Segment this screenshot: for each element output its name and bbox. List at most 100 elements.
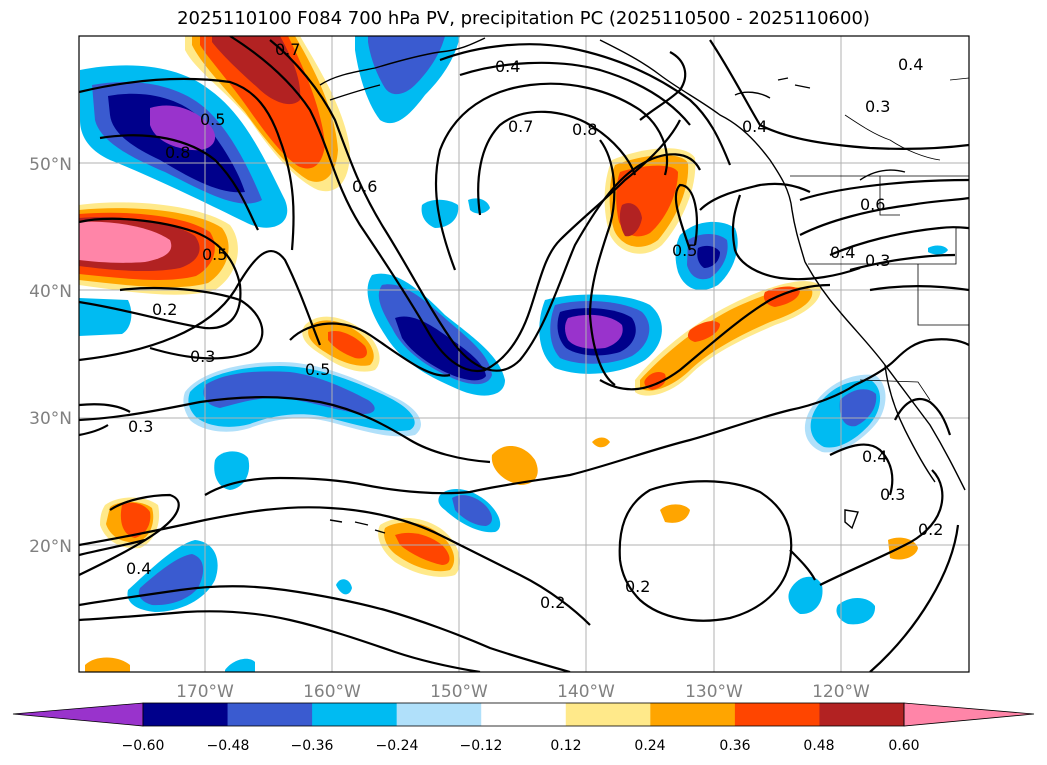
- contour-label: 0.4: [830, 243, 855, 262]
- pv-contour: [229, 36, 681, 373]
- contour-label: 0.2: [625, 577, 650, 596]
- lon-label-120w: 120°W: [812, 682, 870, 702]
- lon-label-150w: 150°W: [430, 682, 488, 702]
- contour-label: 0.5: [200, 110, 225, 129]
- colorbar-segment: [396, 703, 482, 726]
- lat-label-20n: 20°N: [29, 537, 72, 557]
- pv-contour: [99, 134, 259, 231]
- neg-blob-11n-166w: [225, 658, 255, 672]
- colorbar-outline: [142, 702, 905, 727]
- pos-blob-25n-145w: [491, 445, 538, 485]
- contour-label: 0.2: [918, 520, 943, 539]
- colorbar-tick: 0.12: [550, 738, 581, 754]
- pv-contour: [79, 506, 591, 626]
- pos-blob-north-160w-c: [212, 36, 301, 105]
- pos-blob-47n-135w-c: [619, 203, 642, 237]
- pos-blob-35n-158w-b: [328, 330, 367, 359]
- colorbar-tick: −0.60: [122, 738, 165, 754]
- contour-label: 0.3: [128, 417, 153, 436]
- pos-blob-19n-153w-b: [395, 532, 450, 565]
- colorbar-segment: [312, 703, 398, 726]
- neg-blob-16n-127w: [788, 576, 823, 615]
- pv-contour: [894, 397, 952, 436]
- pv-contour: [829, 226, 969, 257]
- pv-contour: [477, 110, 637, 216]
- pv-contour: [434, 82, 669, 271]
- contour-label: 0.4: [126, 559, 151, 578]
- colorbar-extend-low: [12, 702, 144, 727]
- pv-contour: [79, 217, 242, 330]
- pv-contour: [849, 253, 956, 272]
- neg-blob-15n-121w: [836, 597, 876, 625]
- pv-contour: [639, 51, 687, 121]
- pos-blob-21n-177w-b: [120, 502, 151, 538]
- colorbar-tick: −0.48: [207, 738, 250, 754]
- neg-blob-17n-157w: [336, 579, 352, 595]
- contour-label: 0.4: [495, 57, 520, 76]
- neg-blob-48n-148w: [421, 199, 459, 228]
- contour-label: 0.5: [672, 241, 697, 260]
- contour-label: 0.4: [742, 117, 767, 136]
- contour-label: 0.4: [862, 447, 887, 466]
- contour-label: 0.5: [202, 245, 227, 264]
- lon-label-160w: 160°W: [303, 682, 361, 702]
- pv-contour: [79, 77, 295, 251]
- pv-contour: [869, 524, 960, 672]
- pos-blob-11n-170w: [85, 657, 130, 672]
- pv-contour: [79, 396, 491, 464]
- colorbar-tick: −0.24: [376, 738, 419, 754]
- contour-label: 0.8: [165, 143, 190, 162]
- lon-label-130w: 130°W: [685, 682, 743, 702]
- pv-contour: [599, 283, 831, 391]
- pv-contour: [819, 469, 944, 586]
- pv-contour: [119, 286, 264, 360]
- neg-blob-17n-167w-a: [138, 554, 204, 606]
- pv-contour: [588, 139, 616, 386]
- colorbar-tick: −0.12: [460, 738, 503, 754]
- pv-contour: [459, 61, 691, 126]
- neg-blob-west-38n: [79, 298, 132, 336]
- neg-blob-30n-120w-b: [839, 389, 877, 427]
- pos-blob-west-43n-max: [79, 221, 172, 263]
- neg-blob-140w-max: [565, 314, 623, 349]
- pv-contour: [79, 249, 322, 362]
- pv-contour: [289, 322, 451, 377]
- pv-contour: [79, 585, 571, 672]
- neg-blob-north-150w-core: [368, 36, 445, 95]
- pos-blob-21n-132w: [660, 504, 690, 523]
- colorbar: −0.60 −0.48 −0.36 −0.24 −0.12 0.12 0.24 …: [12, 702, 1035, 754]
- colorbar-tick: −0.36: [291, 738, 334, 754]
- contour-label: 0.2: [540, 593, 565, 612]
- contour-labels: 0.7 0.4 0.4 0.3 0.5 0.8 0.7 0.8 0.4 0.6 …: [126, 40, 943, 612]
- pos-band-central-east-a: [640, 287, 813, 391]
- colorbar-tick: 0.48: [803, 738, 834, 754]
- pv-contour: [674, 183, 698, 251]
- colorbar-segment: [650, 703, 736, 726]
- neg-blob-27n-166w: [214, 451, 250, 490]
- pv-contour: [799, 196, 969, 236]
- pv-contour: [79, 610, 481, 672]
- contour-label: 0.3: [190, 347, 215, 366]
- pv-contour: [699, 182, 811, 211]
- pv-contour: [269, 39, 701, 372]
- colorbar-segment: [143, 703, 229, 726]
- colorbar-segment: [227, 703, 313, 726]
- lat-label-50n: 50°N: [29, 155, 72, 175]
- lat-label-40n: 40°N: [29, 282, 72, 302]
- pv-contour: [204, 338, 969, 496]
- map-area: 0.7 0.4 0.4 0.3 0.5 0.8 0.7 0.8 0.4 0.6 …: [79, 36, 969, 672]
- pv-contour: [869, 285, 969, 292]
- contour-label: 0.3: [865, 97, 890, 116]
- contour-label: 0.3: [880, 485, 905, 504]
- colorbar-segment: [565, 703, 651, 726]
- pv-contour: [618, 480, 793, 622]
- contour-label: 0.3: [865, 251, 890, 270]
- chart-title: 2025110100 F084 700 hPa PV, precipitatio…: [177, 8, 870, 29]
- lon-label-170w: 170°W: [176, 682, 234, 702]
- colorbar-segments: [143, 703, 905, 726]
- pos-band-central-east-d: [687, 321, 720, 342]
- pv-contour: [439, 43, 732, 166]
- pv-contour: [79, 424, 109, 437]
- colorbar-extend-high: [903, 702, 1035, 727]
